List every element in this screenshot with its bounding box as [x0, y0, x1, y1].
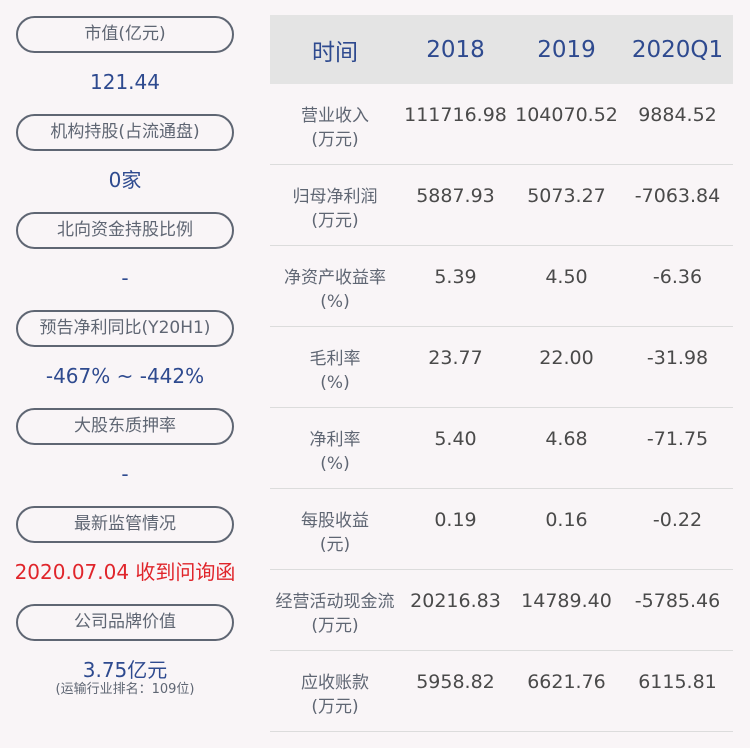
row-label-unit: (%) [320, 454, 350, 474]
cell-2020q1: -31.98 [646, 347, 709, 369]
cell-2018: 5887.93 [416, 185, 495, 207]
row-label: 营业收入 (万元) [270, 84, 400, 152]
row-label-name: 营业收入 [301, 106, 369, 126]
profit-forecast-value: -467% ~ -442% [45, 364, 205, 388]
cell-2019: 0.16 [545, 509, 588, 531]
table-row: 归母净利润 (万元) 5887.93 5073.27 -7063.84 [270, 165, 733, 246]
profit-forecast-label: 预告净利同比(Y20H1) [16, 310, 234, 347]
header-2019: 2019 [537, 36, 596, 63]
cell-2019: 14789.40 [521, 590, 612, 612]
table-row: 净利率 (%) 5.40 4.68 -71.75 [270, 408, 733, 489]
cell-2019: 5073.27 [527, 185, 606, 207]
institutional-holding-value: 0家 [108, 168, 142, 192]
table-row: 应收账款 (万元) 5958.82 6621.76 6115.81 [270, 651, 733, 732]
row-label: 毛利率 (%) [270, 327, 400, 395]
pledge-ratio-label: 大股东质押率 [16, 408, 234, 445]
header-2020q1: 2020Q1 [631, 36, 724, 63]
brand-value-value: 3.75亿元 [82, 658, 168, 682]
cell-2019: 22.00 [539, 347, 594, 369]
cell-2020q1: 9884.52 [638, 104, 717, 126]
table-row: 经营活动现金流 (万元) 20216.83 14789.40 -5785.46 [270, 570, 733, 651]
table-row: 每股收益 (元) 0.19 0.16 -0.22 [270, 489, 733, 570]
cell-2020q1: -5785.46 [634, 590, 721, 612]
row-label-name: 经营活动现金流 [275, 592, 395, 612]
cell-2020q1: -0.22 [652, 509, 703, 531]
row-label-unit: (万元) [311, 616, 359, 636]
cell-2019: 4.50 [545, 266, 588, 288]
row-label-unit: (万元) [311, 697, 359, 717]
row-label: 净资产收益率 (%) [270, 246, 400, 314]
cell-2018: 5.39 [434, 266, 477, 288]
brand-value-rank: (运输行业排名：109位) [55, 682, 195, 697]
northbound-holding-value: - [121, 266, 129, 290]
header-2018: 2018 [426, 36, 485, 63]
cell-2018: 20216.83 [410, 590, 501, 612]
header-time: 时间 [312, 39, 358, 66]
market-cap-value: 121.44 [90, 70, 160, 94]
cell-2020q1: -7063.84 [634, 185, 721, 207]
regulatory-status-value: 2020.07.04 收到问询函 [14, 560, 236, 584]
cell-2018: 5958.82 [416, 671, 495, 693]
market-cap-label: 市值(亿元) [16, 16, 234, 53]
row-label: 净利率 (%) [270, 408, 400, 476]
cell-2018: 0.19 [434, 509, 477, 531]
cell-2018: 5.40 [434, 428, 477, 450]
table-row: 营业收入 (万元) 111716.98 104070.52 9884.52 [270, 84, 733, 165]
row-label-name: 应收账款 [301, 673, 369, 693]
cell-2019: 104070.52 [515, 104, 618, 126]
stock-summary-panel: 市值(亿元) 121.44 机构持股(占流通盘) 0家 北向资金持股比例 - 预… [0, 0, 250, 748]
pledge-ratio-value: - [121, 462, 129, 486]
row-label: 经营活动现金流 (万元) [270, 570, 400, 638]
cell-2018: 23.77 [428, 347, 483, 369]
table-row: 净资产收益率 (%) 5.39 4.50 -6.36 [270, 246, 733, 327]
northbound-holding-label: 北向资金持股比例 [16, 212, 234, 249]
table-header: 时间 2018 2019 2020Q1 [270, 15, 733, 84]
cell-2020q1: -71.75 [646, 428, 709, 450]
row-label-unit: (万元) [311, 211, 359, 231]
row-label-name: 净利率 [309, 430, 361, 450]
row-label: 应收账款 (万元) [270, 651, 400, 719]
cell-2019: 4.68 [545, 428, 588, 450]
cell-2019: 6621.76 [527, 671, 606, 693]
row-label-name: 归母净利润 [292, 187, 378, 207]
row-label-name: 每股收益 [301, 511, 369, 531]
cell-2018: 111716.98 [404, 104, 507, 126]
row-label: 归母净利润 (万元) [270, 165, 400, 233]
cell-2020q1: 6115.81 [638, 671, 717, 693]
row-label-name: 净资产收益率 [284, 268, 386, 288]
regulatory-status-label: 最新监管情况 [16, 506, 234, 543]
institutional-holding-label: 机构持股(占流通盘) [16, 114, 234, 151]
row-label-unit: (万元) [311, 130, 359, 150]
financial-table: 时间 2018 2019 2020Q1 营业收入 (万元) 111716.98 1… [270, 15, 733, 732]
row-label: 每股收益 (元) [270, 489, 400, 557]
row-label-unit: (%) [320, 292, 350, 312]
row-label-name: 毛利率 [309, 349, 361, 369]
brand-value-label: 公司品牌价值 [16, 604, 234, 641]
cell-2020q1: -6.36 [652, 266, 703, 288]
row-label-unit: (%) [320, 373, 350, 393]
table-row: 毛利率 (%) 23.77 22.00 -31.98 [270, 327, 733, 408]
row-label-unit: (元) [319, 535, 351, 555]
